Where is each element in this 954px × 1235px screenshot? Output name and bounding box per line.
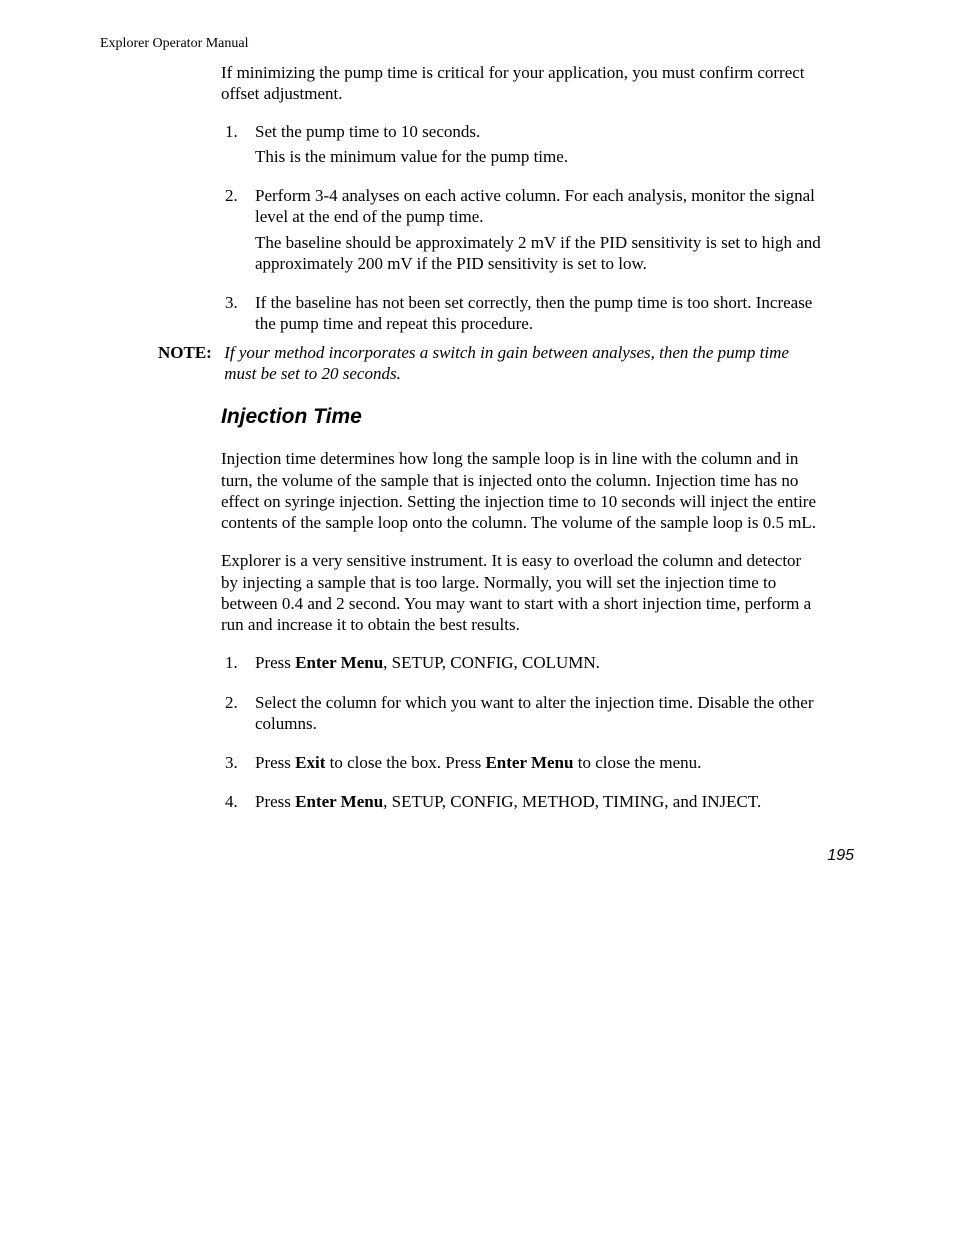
step-sub: This is the minimum value for the pump t… [255,146,821,167]
step-text-pre: Press [255,792,295,811]
content-block-1: If minimizing the pump time is critical … [221,62,821,353]
step-text-bold: Enter Menu [295,653,383,672]
step-text-bold2: Enter Menu [485,753,573,772]
list-item: Press Enter Menu, SETUP, CONFIG, METHOD,… [221,791,821,812]
step-main: Perform 3-4 analyses on each active colu… [255,186,815,226]
step-text-mid: to close the box. Press [325,753,485,772]
note-block: NOTE: If your method incorporates a swit… [158,342,823,385]
list-item: Perform 3-4 analyses on each active colu… [221,185,821,274]
list-item: Select the column for which you want to … [221,692,821,735]
note-label: NOTE: [158,342,220,363]
content-block-2: Injection Time Injection time determines… [221,404,821,831]
procedure-list-a: Set the pump time to 10 seconds. This is… [221,121,821,335]
step-main: Set the pump time to 10 seconds. [255,122,480,141]
list-item: If the baseline has not been set correct… [221,292,821,335]
document-page: Explorer Operator Manual If minimizing t… [0,0,954,1235]
page-number: 195 [827,847,854,865]
intro-paragraph: If minimizing the pump time is critical … [221,62,821,105]
list-item: Press Enter Menu, SETUP, CONFIG, COLUMN. [221,652,821,673]
step-text-bold: Enter Menu [295,792,383,811]
section-paragraph: Injection time determines how long the s… [221,448,821,533]
step-main: If the baseline has not been set correct… [255,293,812,333]
page-header: Explorer Operator Manual [100,36,249,52]
section-heading: Injection Time [221,404,821,430]
step-sub: The baseline should be approximately 2 m… [255,232,821,275]
step-text-pre: Select the column for which you want to … [255,693,813,733]
step-text-mid: , SETUP, CONFIG, METHOD, TIMING, and INJ… [383,792,761,811]
procedure-list-b: Press Enter Menu, SETUP, CONFIG, COLUMN.… [221,652,821,812]
step-text-pre: Press [255,653,295,672]
step-text-mid: , SETUP, CONFIG, COLUMN. [383,653,600,672]
list-item: Set the pump time to 10 seconds. This is… [221,121,821,168]
header-text: Explorer Operator Manual [100,36,249,51]
step-text-pre: Press [255,753,295,772]
step-text-bold: Exit [295,753,325,772]
note-body: If your method incorporates a switch in … [224,342,814,385]
step-text-post: to close the menu. [573,753,701,772]
list-item: Press Exit to close the box. Press Enter… [221,752,821,773]
section-paragraph: Explorer is a very sensitive instrument.… [221,550,821,635]
